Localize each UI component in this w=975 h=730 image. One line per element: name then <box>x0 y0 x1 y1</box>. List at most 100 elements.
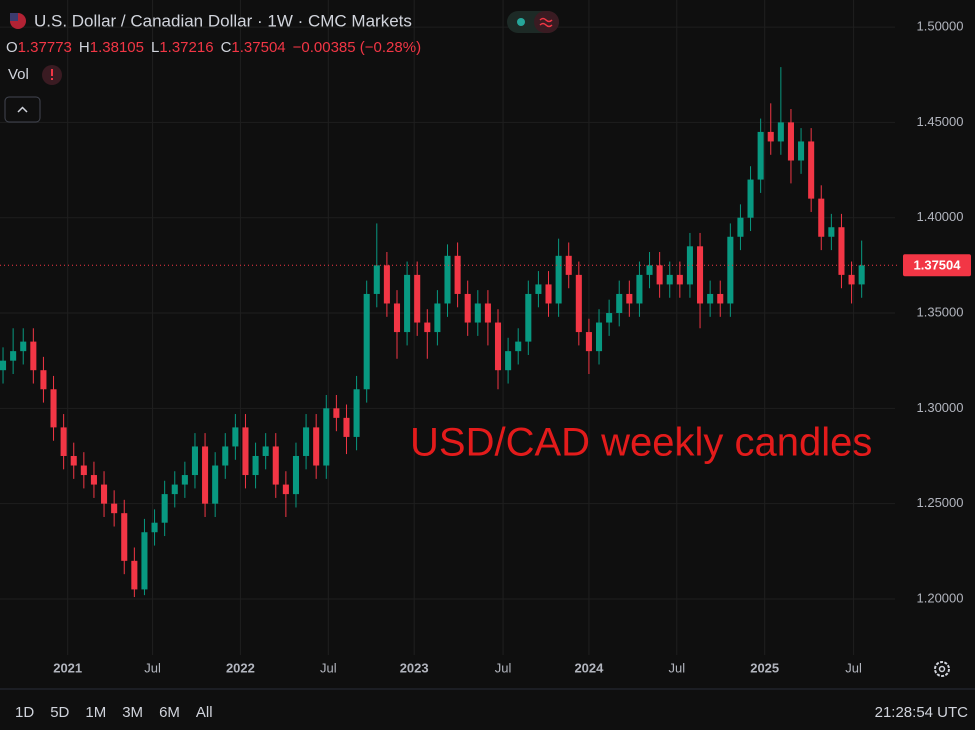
candle-body <box>474 303 481 323</box>
candle-body <box>323 408 330 466</box>
candle-body <box>80 465 87 476</box>
candle-body <box>363 293 370 390</box>
volume-warning-dot <box>51 78 53 80</box>
ohlc-value: 1.37773 <box>18 39 72 56</box>
ohlc-value: 1.38105 <box>90 39 144 56</box>
candle-body <box>90 475 97 485</box>
candle-body <box>222 446 229 466</box>
candle-body <box>191 446 198 476</box>
x-tick-label: Jul <box>495 660 512 675</box>
range-button[interactable]: 5D <box>50 704 69 721</box>
candle-body <box>798 141 805 161</box>
overlay: 1.37504 <box>0 254 971 277</box>
candle-body <box>50 389 57 428</box>
collapse-button[interactable] <box>4 96 41 123</box>
candle-body <box>777 122 784 142</box>
candle-body <box>212 465 219 504</box>
last-price-label: 1.37504 <box>914 258 962 273</box>
candle-body <box>555 255 562 304</box>
volume-label: Vol <box>8 66 29 83</box>
range-button[interactable]: 1D <box>15 704 34 721</box>
candle-body <box>393 303 401 333</box>
candle-body <box>202 446 209 504</box>
candle-body <box>272 446 279 485</box>
y-tick-label: 1.45000 <box>917 114 964 129</box>
candle-body <box>697 246 704 304</box>
settings-icon[interactable] <box>934 661 950 677</box>
candle-body <box>30 341 37 371</box>
candle-body <box>373 265 380 294</box>
candle-body <box>10 351 17 361</box>
status-pill-right <box>534 11 559 33</box>
flag-icon-canton <box>10 13 18 21</box>
candle-body <box>575 274 582 333</box>
ohlc-key: L <box>151 39 159 56</box>
candle-body <box>242 427 249 476</box>
candle-body <box>838 227 845 275</box>
candle-body <box>707 293 714 304</box>
ohlc-key: H <box>79 39 90 56</box>
candle-body <box>464 293 471 323</box>
y-tick-label: 1.50000 <box>917 19 964 34</box>
candle-body <box>757 131 764 180</box>
candle-body <box>545 284 552 304</box>
x-tick-label: 2023 <box>400 660 429 675</box>
candle-body <box>353 389 360 437</box>
x-tick-label: Jul <box>144 660 161 675</box>
candle-body <box>70 455 77 466</box>
candle-body <box>717 293 724 304</box>
range-button[interactable]: 6M <box>159 704 180 721</box>
candle-body <box>585 332 592 352</box>
candle-body <box>414 274 421 323</box>
y-tick-label: 1.20000 <box>917 590 964 605</box>
y-tick-label: 1.35000 <box>917 304 964 319</box>
x-tick-label: 2022 <box>226 660 255 675</box>
range-button[interactable]: 3M <box>122 704 143 721</box>
candle-body <box>676 274 683 285</box>
candle-body <box>303 427 310 456</box>
annotation: USD/CAD weekly candles <box>410 421 872 465</box>
candle-body <box>424 322 431 333</box>
candle-body <box>383 265 390 304</box>
ohlc-value: 1.37504 <box>231 39 285 56</box>
range-button[interactable]: 1M <box>85 704 106 721</box>
candle-body <box>626 293 633 304</box>
y-tick-label: 1.30000 <box>917 400 964 415</box>
candle-body <box>40 370 47 390</box>
candle-body <box>121 513 128 561</box>
candle-body <box>848 274 855 285</box>
x-tick-label: 2024 <box>574 660 604 675</box>
candle-body <box>343 417 350 437</box>
chart-title: U.S. Dollar / Canadian Dollar · 1W · CMC… <box>34 11 412 30</box>
candle-body <box>818 198 825 237</box>
candle-body <box>616 293 623 314</box>
candle-body <box>111 503 118 514</box>
candle-body <box>606 313 613 323</box>
ohlc-key: O <box>6 39 18 56</box>
candle-body <box>595 322 603 352</box>
x-tick-label: 2025 <box>750 660 779 675</box>
candle-body <box>494 322 502 371</box>
candle-body <box>101 484 108 504</box>
range-button[interactable]: All <box>196 704 213 721</box>
ohlc-key: C <box>221 39 232 56</box>
ohlc-line: O1.37773 H1.38105 L1.37216 C1.37504 −0.00385… <box>6 39 421 56</box>
x-tick-label: Jul <box>668 660 685 675</box>
candle-body <box>252 455 259 476</box>
candle-body <box>636 274 643 304</box>
status-icon <box>539 17 553 28</box>
candle-body <box>535 284 542 294</box>
candle-body <box>646 265 653 275</box>
candle-body <box>515 341 522 352</box>
status-dot <box>517 18 525 26</box>
candle-body <box>747 179 754 218</box>
candle-body <box>333 408 340 418</box>
x-tick-label: Jul <box>845 660 862 675</box>
candle-body <box>282 484 289 495</box>
candle-body <box>313 427 320 466</box>
candle-body <box>60 427 67 456</box>
candle-body <box>20 341 27 352</box>
candle-body <box>656 265 663 285</box>
